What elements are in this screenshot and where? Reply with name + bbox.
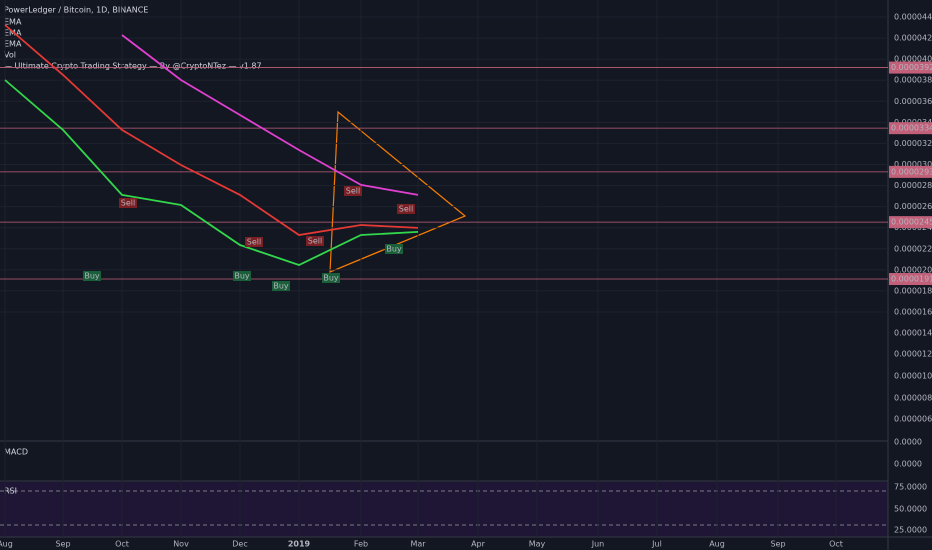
buy-signal-bg — [385, 244, 403, 254]
sell-signal: Sell — [308, 237, 322, 246]
indicator-label: — Ultimate Crypto Trading Strategy — By … — [4, 62, 262, 71]
symbol-title: PowerLedger / Bitcoin, 1D, BINANCE — [4, 6, 148, 15]
x-tick-label: Oct — [829, 540, 843, 549]
sell-signal: Sell — [247, 238, 261, 247]
buy-signal-bg — [322, 273, 340, 283]
x-tick-label: Sep — [55, 540, 70, 549]
x-tick-label: Apr — [471, 540, 486, 549]
buy-signal: Buy — [386, 245, 402, 254]
level-label-bg — [889, 165, 932, 178]
level-label-bg — [889, 273, 932, 286]
pane-title: RSI — [4, 487, 17, 496]
level-label: 0.00003345 — [891, 124, 932, 133]
y-tick-label: 0.00002000 — [894, 265, 932, 274]
y-tick-label: 0.00003600 — [894, 97, 932, 106]
y-tick-label: 0.00002600 — [894, 202, 932, 211]
indicator-label: EMA — [4, 18, 22, 27]
y-tick-label: 0.00003200 — [894, 139, 932, 148]
indicator-label: Vol — [4, 51, 16, 60]
sell-signal-bg — [245, 237, 263, 247]
level-label: 0.00001913 — [891, 275, 932, 284]
sell-signal-bg — [344, 186, 362, 196]
x-tick-label: 2019 — [288, 540, 311, 549]
y-tick-label: 0.0000 — [894, 438, 922, 447]
x-tick-label: Oct — [115, 540, 129, 549]
y-tick-label: 0.00000800 — [894, 394, 932, 403]
sell-signal: Sell — [399, 205, 413, 214]
buy-signal: Buy — [84, 272, 100, 281]
buy-signal-bg — [272, 281, 290, 291]
x-tick-label: Nov — [173, 540, 189, 549]
x-tick-label: May — [529, 540, 546, 549]
y-tick-label: 0.00003800 — [894, 76, 932, 85]
y-tick-label: 0.00000600 — [894, 415, 932, 424]
y-tick-label: 0.00002800 — [894, 181, 932, 190]
buy-signal-bg — [83, 271, 101, 281]
y-tick-label: 25.0000 — [894, 526, 927, 535]
x-tick-label: Mar — [410, 540, 426, 549]
x-tick-label: Aug — [709, 540, 725, 549]
y-tick-label: 0.00004400 — [894, 13, 932, 22]
rsi-pane-bg — [0, 482, 888, 537]
x-tick-label: Feb — [354, 540, 368, 549]
ema-line — [121, 34, 419, 196]
y-tick-label: 0.00001000 — [894, 372, 932, 381]
indicator-label: EMA — [4, 40, 22, 49]
buy-signal-bg — [233, 271, 251, 281]
x-tick-label: Jul — [651, 540, 662, 549]
y-tick-label: 0.00004200 — [894, 34, 932, 43]
level-label-bg — [889, 216, 932, 229]
y-tick-label: 0.0000 — [894, 460, 922, 469]
sell-signal-bg — [119, 198, 137, 208]
x-tick-label: Jun — [591, 540, 605, 549]
y-tick-label: 50.0000 — [894, 505, 927, 514]
y-tick-label: 0.00003000 — [894, 160, 932, 169]
y-tick-label: 0.00004000 — [894, 55, 932, 64]
y-tick-label: 0.00001400 — [894, 329, 932, 338]
x-tick-label: Aug — [0, 540, 13, 549]
y-tick-label: 0.00001200 — [894, 350, 932, 359]
level-label-bg — [889, 61, 932, 74]
sell-signal: Sell — [346, 187, 360, 196]
pane-title: MACD — [4, 448, 28, 457]
y-tick-label: 75.0000 — [894, 483, 927, 492]
level-label: 0.00002453 — [891, 218, 932, 227]
y-tick-label: 0.00002200 — [894, 244, 932, 253]
buy-signal: Buy — [273, 282, 289, 291]
buy-signal: Buy — [234, 272, 250, 281]
x-tick-label: Dec — [232, 540, 247, 549]
ema-line — [4, 24, 419, 236]
sell-signal: Sell — [121, 199, 135, 208]
buy-signal: Buy — [323, 274, 339, 283]
y-tick-label: 0.00001800 — [894, 286, 932, 295]
sell-signal-bg — [306, 236, 324, 246]
x-tick-label: Sep — [770, 540, 785, 549]
sell-signal-bg — [397, 204, 415, 214]
level-label-bg — [889, 122, 932, 135]
y-tick-label: 0.00001600 — [894, 308, 932, 317]
ema-line — [4, 79, 419, 266]
